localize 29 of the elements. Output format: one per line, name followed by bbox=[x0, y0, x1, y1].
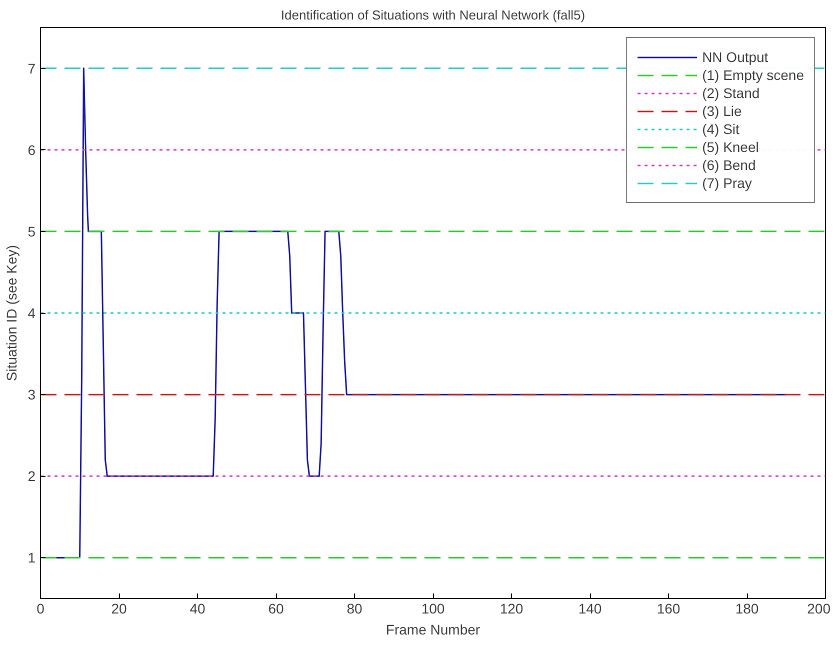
y-tick-label: 4 bbox=[28, 305, 36, 321]
y-tick-label: 3 bbox=[28, 386, 36, 403]
y-tick-label: 7 bbox=[28, 60, 36, 76]
y-tick-label: 2 bbox=[28, 468, 36, 484]
y-tick-label: 6 bbox=[28, 142, 36, 158]
x-tick-label: 60 bbox=[268, 600, 284, 616]
x-tick-label: 40 bbox=[190, 600, 206, 616]
y-tick-label: 1 bbox=[28, 550, 36, 566]
legend-label: NN Output bbox=[702, 48, 768, 66]
x-tick-label: 100 bbox=[421, 600, 445, 616]
x-tick-label: 180 bbox=[735, 600, 759, 616]
chart-title: Identification of Situations with Neural Network (fall5) bbox=[280, 8, 586, 22]
x-axis-title: Frame Number bbox=[386, 622, 480, 638]
x-tick-label: 0 bbox=[36, 600, 45, 616]
x-tick-label: 200 bbox=[807, 600, 831, 616]
x-tick-label: 80 bbox=[346, 600, 362, 616]
legend-label: (3) Lie bbox=[702, 102, 742, 120]
x-tick-label: 140 bbox=[578, 600, 602, 616]
legend-label: (1) Empty scene bbox=[702, 66, 804, 84]
x-tick-label: 20 bbox=[111, 600, 127, 616]
y-tick-label: 5 bbox=[28, 223, 36, 240]
legend-label: (2) Stand bbox=[702, 84, 760, 102]
legend-label: (5) Kneel bbox=[702, 138, 759, 156]
legend-label: (7) Pray bbox=[702, 174, 752, 192]
legend-label: (4) Sit bbox=[702, 120, 740, 138]
legend-label: (6) Bend bbox=[702, 156, 756, 174]
x-tick-label: 120 bbox=[500, 600, 524, 616]
y-axis-title: Situation ID (see Key) bbox=[4, 244, 20, 382]
x-tick-label: 160 bbox=[656, 600, 680, 616]
